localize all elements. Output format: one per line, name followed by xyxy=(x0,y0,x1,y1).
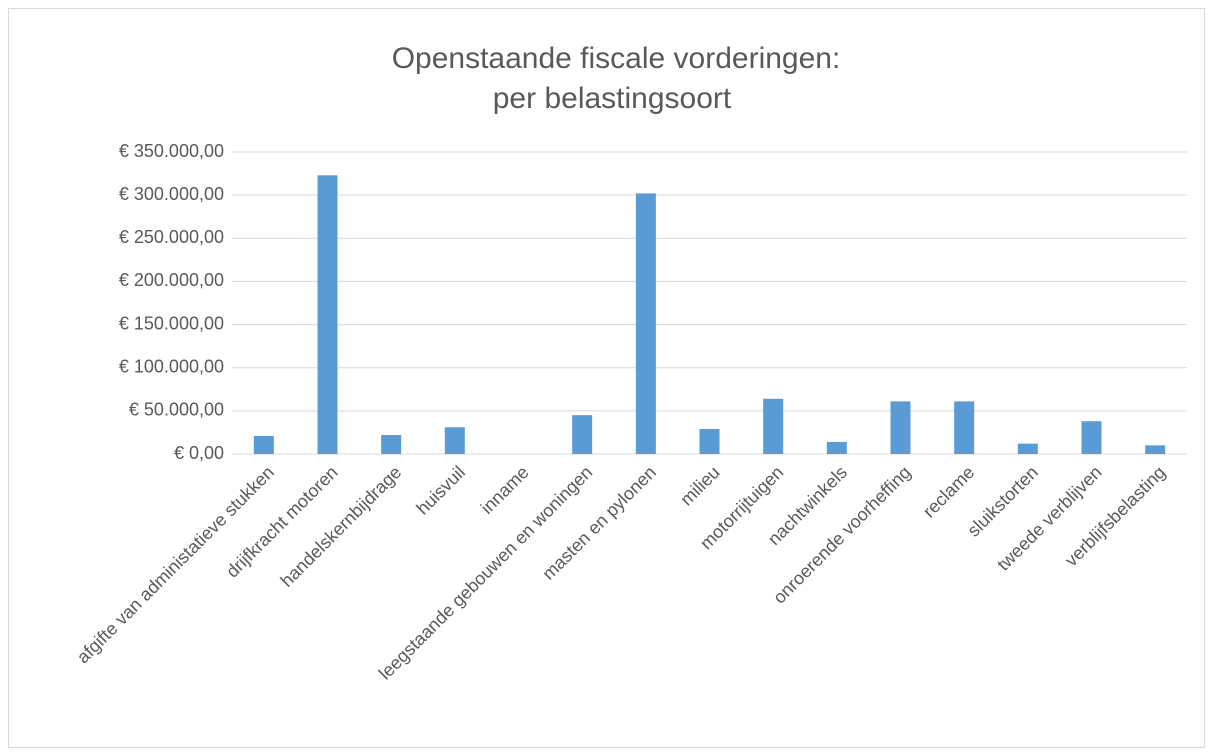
bar xyxy=(826,441,847,454)
bar xyxy=(317,175,338,454)
bar xyxy=(1145,445,1166,454)
bar xyxy=(1081,421,1102,454)
bar xyxy=(444,427,465,454)
bar xyxy=(253,435,274,454)
bar xyxy=(635,193,656,454)
y-tick-label: € 100.000,00 xyxy=(119,356,224,376)
y-tick-label: € 0,00 xyxy=(174,443,224,463)
bar xyxy=(572,415,593,454)
y-tick-label: € 300.000,00 xyxy=(119,184,224,204)
y-tick-label: € 50.000,00 xyxy=(129,400,224,420)
chart-frame xyxy=(8,8,1205,748)
y-tick-label: € 150.000,00 xyxy=(119,313,224,333)
y-tick-label: € 350.000,00 xyxy=(119,141,224,161)
chart-title: Openstaande fiscale vorderingen: xyxy=(392,42,841,75)
bar xyxy=(890,401,911,454)
bar xyxy=(954,401,975,454)
chart-title: per belastingsoort xyxy=(493,82,732,115)
y-tick-label: € 200.000,00 xyxy=(119,270,224,290)
bar xyxy=(1017,443,1038,454)
y-tick-label: € 250.000,00 xyxy=(119,227,224,247)
bar xyxy=(763,398,784,454)
bar xyxy=(699,428,720,454)
bar xyxy=(381,435,402,454)
